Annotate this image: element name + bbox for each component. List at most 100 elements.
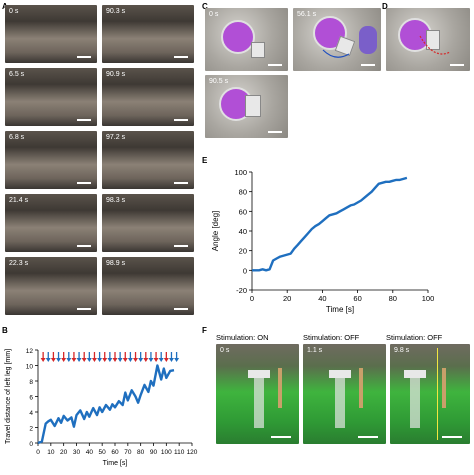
x-tick-label: 40 xyxy=(318,294,326,303)
arrow-head xyxy=(71,358,77,362)
electrode xyxy=(278,368,282,408)
y-axis-label: Travel distance of left leg [mm] xyxy=(5,349,12,444)
stimulation-arrow xyxy=(153,352,159,362)
arrow-head xyxy=(112,358,118,362)
photo-f-1: 0 s xyxy=(216,344,299,444)
stimulation-arrow xyxy=(71,352,77,362)
scale-bar xyxy=(442,436,462,438)
arrow-head xyxy=(143,358,149,362)
device-top xyxy=(248,370,270,378)
device-top xyxy=(329,370,351,378)
arrow-head xyxy=(163,358,169,362)
device-piece xyxy=(251,42,265,58)
photo-a-2: 90.3 s xyxy=(102,5,194,63)
scale-bar xyxy=(271,436,291,438)
arrow-head xyxy=(66,358,72,362)
stimulation-arrow xyxy=(168,352,174,362)
arrow-head xyxy=(91,358,97,362)
timestamp: 90.3 s xyxy=(106,8,126,15)
stimulation-arrow xyxy=(107,352,113,362)
scale-bar xyxy=(268,131,282,133)
stimulation-arrow xyxy=(158,352,164,362)
timestamp: 1.1 s xyxy=(307,347,323,354)
stimulation-arrow xyxy=(91,352,97,362)
x-tick-label: 40 xyxy=(86,449,94,456)
y-tick-label: 10 xyxy=(26,364,34,371)
device-piece xyxy=(426,30,440,50)
y-tick-label: -20 xyxy=(236,286,247,295)
arrow-head xyxy=(138,358,144,362)
panel-letter-e: E xyxy=(202,156,208,165)
scale-bar xyxy=(268,64,282,66)
purple-pad xyxy=(398,18,432,52)
panel-letter-c: C xyxy=(202,2,208,11)
scale-bar xyxy=(77,245,91,247)
electrode xyxy=(442,368,446,408)
y-tick-label: 80 xyxy=(239,188,247,197)
timestamp: 6.8 s xyxy=(9,134,25,141)
arrow-head xyxy=(76,358,82,362)
x-tick-label: 80 xyxy=(137,449,145,456)
stimulation-arrow xyxy=(45,352,51,362)
stimulation-arrow xyxy=(102,352,108,362)
photo-a-8: 98.3 s xyxy=(102,194,194,252)
y-tick-label: 40 xyxy=(239,227,247,236)
x-tick-label: 50 xyxy=(99,449,107,456)
timestamp: 0 s xyxy=(9,8,19,15)
x-tick-label: 0 xyxy=(250,294,254,303)
stimulation-label-2: Stimulation: OFF xyxy=(303,333,360,342)
scale-bar xyxy=(174,245,188,247)
x-tick-label: 120 xyxy=(187,449,198,456)
stimulation-arrow xyxy=(81,352,87,362)
stimulation-arrow xyxy=(117,352,123,362)
x-tick-label: 100 xyxy=(422,294,435,303)
stimulation-arrow xyxy=(40,352,46,362)
scale-bar xyxy=(174,119,188,121)
panel-letter-b: B xyxy=(2,326,8,335)
arrow-head xyxy=(86,358,92,362)
purple-pad xyxy=(313,16,347,50)
stimulation-arrow xyxy=(50,352,56,362)
y-tick-label: 0 xyxy=(29,441,33,448)
stimulation-label-1: Stimulation: ON xyxy=(216,333,269,342)
purple-pad xyxy=(221,20,255,54)
device-body xyxy=(335,378,345,428)
timestamp: 0 s xyxy=(209,11,219,18)
x-tick-label: 20 xyxy=(60,449,68,456)
timestamp: 97.2 s xyxy=(106,134,126,141)
photo-a-9: 22.3 s xyxy=(5,257,97,315)
arrow-head xyxy=(122,358,128,362)
device-body xyxy=(410,378,420,428)
arrow-head xyxy=(50,358,56,362)
stimulation-arrow xyxy=(163,352,169,362)
stimulation-label-3: Stimulation: OFF xyxy=(386,333,443,342)
timestamp: 90.5 s xyxy=(209,78,229,85)
x-tick-label: 10 xyxy=(47,449,55,456)
stimulation-arrow xyxy=(138,352,144,362)
device-piece xyxy=(245,95,261,117)
scale-bar xyxy=(174,182,188,184)
arrow-head xyxy=(153,358,159,362)
x-tick-label: 0 xyxy=(36,449,40,456)
reference-line xyxy=(437,348,438,440)
x-tick-label: 70 xyxy=(124,449,132,456)
x-tick-label: 90 xyxy=(150,449,158,456)
photo-a-5: 6.8 s xyxy=(5,131,97,189)
scale-bar xyxy=(77,56,91,58)
series-line xyxy=(37,364,175,445)
stimulation-arrow xyxy=(174,352,180,362)
photo-c-1: 0 s xyxy=(205,8,288,71)
stimulation-arrow xyxy=(112,352,118,362)
y-tick-label: 6 xyxy=(29,395,33,402)
x-axis-label: Time [s] xyxy=(326,305,354,314)
stimulation-arrow xyxy=(127,352,133,362)
chart-b: 0 10 20 30 40 50 60 70 80 90 100 110 120 0 2 4 6 8 10 12 Tim… xyxy=(5,348,198,467)
trajectory-curve xyxy=(322,49,350,58)
electrode xyxy=(359,368,363,408)
arrow-head xyxy=(45,358,51,362)
arrow-head xyxy=(174,358,180,362)
y-tick-label: 12 xyxy=(26,348,34,355)
arrow-head xyxy=(102,358,108,362)
photo-c-2: 56.1 s xyxy=(293,8,381,71)
